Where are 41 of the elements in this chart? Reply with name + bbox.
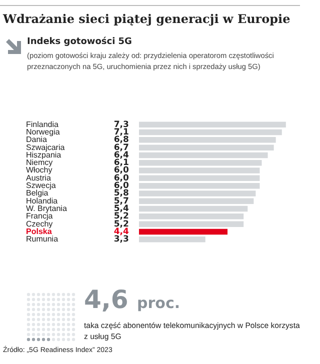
y-tick-label: Włochy bbox=[26, 166, 52, 175]
data-label: 5,4 bbox=[114, 204, 129, 214]
y-tick-label: Szwajcaria bbox=[26, 142, 66, 152]
data-label: 5,7 bbox=[114, 196, 129, 206]
bar bbox=[138, 168, 260, 174]
y-tick-label: Holandia bbox=[26, 196, 58, 206]
data-label: 5,2 bbox=[114, 219, 129, 230]
data-label: 7,1 bbox=[114, 127, 129, 138]
y-tick-label: Belgia bbox=[26, 188, 49, 198]
y-tick-label: Polska bbox=[26, 226, 52, 236]
bar bbox=[138, 129, 282, 136]
data-label: 4,4 bbox=[114, 226, 129, 237]
data-label: 6,4 bbox=[114, 150, 129, 160]
y-tick-label: Austria bbox=[26, 173, 52, 182]
chart-subtitle: Indeks gotowości 5G bbox=[27, 37, 132, 47]
y-tick-label: Norwegia bbox=[26, 127, 60, 136]
bar bbox=[138, 152, 268, 158]
chart-title: Wdrażanie sieci piątej generacji w Europie bbox=[3, 12, 290, 26]
bar bbox=[138, 160, 262, 166]
bar bbox=[138, 228, 228, 235]
bar bbox=[138, 182, 260, 189]
y-tick-label: Finlandia bbox=[26, 120, 60, 129]
y-tick-label: Szwecja bbox=[26, 181, 56, 190]
data-label: 6,0 bbox=[114, 173, 129, 184]
data-label: 6,7 bbox=[114, 142, 129, 153]
y-tick-label: Francja bbox=[26, 212, 54, 221]
bar bbox=[138, 198, 254, 204]
data-label: 3,3 bbox=[114, 234, 129, 245]
bar bbox=[138, 175, 260, 182]
y-tick-label: Rumunia bbox=[26, 234, 59, 244]
y-tick-label: Hiszpania bbox=[26, 150, 62, 160]
y-tick-label: Dania bbox=[26, 135, 48, 144]
data-label: 7,3 bbox=[114, 120, 129, 130]
y-tick-label: Czechy bbox=[26, 219, 53, 228]
y-tick-label: Niemcy bbox=[26, 158, 53, 168]
bar bbox=[138, 190, 256, 196]
y-tick-label: W. Brytania bbox=[26, 204, 68, 213]
bar bbox=[138, 206, 248, 212]
bar bbox=[138, 236, 206, 242]
bar bbox=[138, 122, 286, 128]
text: 4,6 proc. bbox=[84, 285, 180, 314]
